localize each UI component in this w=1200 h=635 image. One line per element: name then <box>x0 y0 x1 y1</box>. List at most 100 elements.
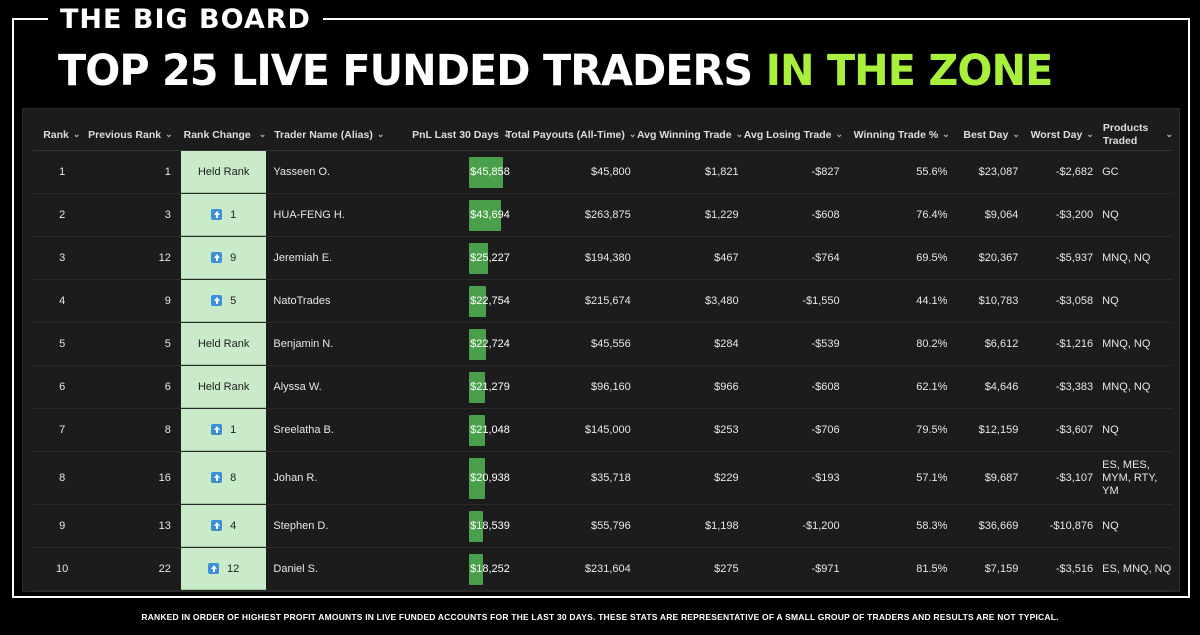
sort-descending-icon[interactable]: ⇣ <box>502 129 511 139</box>
cell-total: $96,160 <box>591 381 631 393</box>
column-header-label: Avg Winning Trade <box>636 128 732 141</box>
column-header-rank[interactable]: Rank ⌄ <box>33 129 91 141</box>
cell-pnl: $21,279 <box>417 366 514 408</box>
cell-products: ES, MES, MYM, RTY, YM <box>1102 458 1158 497</box>
cell-winpct: 69.5% <box>916 252 948 264</box>
cell-avglose: -$706 <box>811 424 840 436</box>
column-header-label: PnL Last 30 Days <box>412 128 499 141</box>
cell-prev: 8 <box>164 424 171 436</box>
chevron-down-icon[interactable]: ⌄ <box>376 129 385 139</box>
column-header-worst[interactable]: Worst Day ⌄ <box>1020 129 1094 141</box>
chevron-down-icon[interactable]: ⌄ <box>258 129 267 139</box>
rank-change-value: 9 <box>230 251 237 264</box>
cell-name: Benjamin N. <box>273 338 334 350</box>
chevron-down-icon[interactable]: ⌄ <box>72 129 81 139</box>
cell-winpct: 80.2% <box>916 338 948 350</box>
cell-rank: 8 <box>59 472 66 484</box>
cell-winpct: 62.1% <box>916 381 948 393</box>
arrow-up-icon <box>211 520 223 531</box>
cell-pnl: $22,754 <box>417 280 514 322</box>
chevron-down-icon[interactable]: ⌄ <box>1012 129 1020 139</box>
pnl-bar <box>469 286 487 317</box>
cell-avgwin: $467 <box>714 252 739 264</box>
table-row[interactable]: 7 8 1 Sreelatha B. $21,048 $145,000 $253 -$706 7… <box>33 409 1173 452</box>
column-header-label: Rank <box>43 128 69 141</box>
table-row[interactable]: 9 13 4 Stephen D. $18,539 $55,796 $1,198 -$1,20… <box>33 505 1173 548</box>
pnl-value: $45,858 <box>470 166 510 178</box>
cell-products: NQ <box>1102 208 1119 221</box>
chevron-down-icon[interactable]: ⌄ <box>1165 129 1174 139</box>
cell-rank-change: 5 <box>180 280 267 322</box>
column-header-best[interactable]: Best Day ⌄ <box>950 129 1020 141</box>
chevron-down-icon[interactable]: ⌄ <box>1086 129 1094 139</box>
frame-border-bottom <box>12 596 1190 598</box>
cell-best: $4,646 <box>984 381 1019 393</box>
cell-avgwin: $284 <box>714 338 739 350</box>
column-header-pnl[interactable]: PnL Last 30 Days ⇣ <box>412 129 516 141</box>
cell-total: $45,556 <box>591 338 631 350</box>
chevron-down-icon[interactable]: ⌄ <box>942 129 950 139</box>
pnl-bar <box>469 243 489 274</box>
cell-avgwin: $1,229 <box>704 209 739 221</box>
table-row[interactable]: 6 6 Held Rank Alyssa W. $21,279 $96,160 $966 -$… <box>33 366 1173 409</box>
cell-winpct: 81.5% <box>916 563 948 575</box>
column-header-label: Previous Rank <box>88 128 162 141</box>
cell-prev: 1 <box>164 166 171 178</box>
kicker-title: THE BIG BOARD <box>48 4 323 35</box>
cell-worst: -$5,937 <box>1055 252 1094 264</box>
cell-best: $10,783 <box>978 295 1019 307</box>
cell-total: $55,796 <box>591 520 631 532</box>
pnl-bar <box>469 329 487 360</box>
pnl-value: $43,694 <box>470 209 510 221</box>
column-header-products[interactable]: Products Traded ⌄ <box>1094 122 1173 148</box>
column-header-winpct[interactable]: Winning Trade % ⌄ <box>843 129 950 141</box>
cell-rank-change: Held Rank <box>180 366 267 408</box>
table-row[interactable]: 10 22 12 Daniel S. $18,252 $231,604 $275 -$971 8… <box>33 548 1173 591</box>
column-header-avgwin[interactable]: Avg Winning Trade ⌄ <box>636 129 743 141</box>
table-row[interactable]: 5 5 Held Rank Benjamin N. $22,724 $45,556 $284… <box>33 323 1173 366</box>
table-row[interactable]: 2 3 1 HUA-FENG H. $43,694 $263,875 $1,229 -$608… <box>33 194 1173 237</box>
cell-winpct: 57.1% <box>916 472 948 484</box>
cell-rank: 6 <box>59 381 66 393</box>
arrow-up-icon <box>211 252 223 263</box>
pnl-value: $21,048 <box>470 424 510 436</box>
cell-prev: 9 <box>164 295 171 307</box>
rank-change-value: 4 <box>230 519 237 532</box>
rank-change-value: Held Rank <box>197 380 250 393</box>
column-header-label: Winning Trade % <box>853 128 939 141</box>
cell-rank: 7 <box>59 424 66 436</box>
leaderboard-panel: Rank ⌄ Previous Rank ⌄ Rank Change ⌄ Trader Na… <box>22 108 1180 592</box>
cell-avglose: -$1,550 <box>802 295 840 307</box>
cell-worst: -$3,516 <box>1055 563 1094 575</box>
table-row[interactable]: 8 16 8 Johan R. $20,938 $35,718 $229 -$193 57.1%… <box>33 452 1173 505</box>
cell-worst: -$3,107 <box>1055 472 1094 484</box>
cell-worst: -$3,058 <box>1055 295 1094 307</box>
table-row[interactable]: 3 12 9 Jeremiah E. $25,227 $194,380 $467 -$764 6… <box>33 237 1173 280</box>
column-header-change[interactable]: Rank Change ⌄ <box>183 129 268 141</box>
arrow-up-icon <box>211 295 223 306</box>
cell-best: $12,159 <box>978 424 1019 436</box>
column-header-name[interactable]: Trader Name (Alias) ⌄ <box>267 129 416 141</box>
column-header-prev[interactable]: Previous Rank ⌄ <box>88 128 181 141</box>
pnl-value: $21,279 <box>470 381 510 393</box>
column-header-total[interactable]: Total Payouts (All-Time) ⌄ <box>506 129 637 141</box>
cell-name: Jeremiah E. <box>273 252 333 264</box>
pnl-value: $18,252 <box>470 563 510 575</box>
cell-best: $23,087 <box>978 166 1019 178</box>
chevron-down-icon[interactable]: ⌄ <box>835 129 844 139</box>
table-row[interactable]: 1 1 Held Rank Yasseen O. $45,858 $45,800 $1,82… <box>33 151 1173 194</box>
pnl-bar <box>469 458 486 499</box>
frame-border-right <box>1188 18 1190 598</box>
chevron-down-icon[interactable]: ⌄ <box>165 129 173 139</box>
chevron-down-icon[interactable]: ⌄ <box>735 129 744 139</box>
cell-avglose: -$539 <box>811 338 840 350</box>
cell-avglose: -$1,200 <box>802 520 840 532</box>
rank-change-value: 5 <box>230 294 237 307</box>
rank-change-value: 1 <box>230 208 237 221</box>
cell-name: NatoTrades <box>273 295 331 307</box>
cell-rank: 1 <box>59 166 66 178</box>
chevron-down-icon[interactable]: ⌄ <box>628 129 637 139</box>
table-row[interactable]: 4 9 5 NatoTrades $22,754 $215,674 $3,480 -$1,55… <box>33 280 1173 323</box>
column-header-avglose[interactable]: Avg Losing Trade ⌄ <box>743 129 843 141</box>
cell-prev: 6 <box>164 381 171 393</box>
